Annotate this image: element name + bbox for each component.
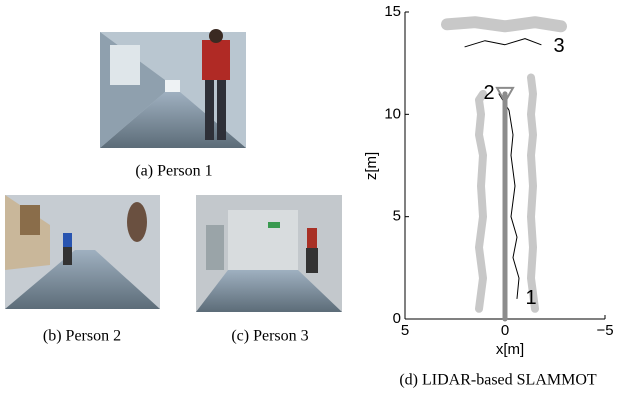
x-axis-label: x[m] — [496, 341, 524, 358]
y-tick-label: 15 — [384, 3, 401, 20]
y-tick-label: 0 — [393, 310, 401, 327]
trajectory — [499, 94, 519, 299]
trajectory — [447, 22, 561, 26]
track-label: 1 — [525, 287, 536, 309]
caption: (a) Person 1 — [135, 163, 212, 180]
y-tick-label: 5 — [393, 208, 401, 225]
track-label: 2 — [483, 82, 494, 104]
trajectory — [531, 78, 535, 309]
x-tick-label: 0 — [501, 322, 509, 339]
photo-person-1 — [100, 29, 246, 148]
figure: (a) Person 1 (b) Person 2 (c) Person 3 (… — [0, 0, 622, 401]
trajectory — [479, 94, 483, 309]
y-tick-label: 10 — [384, 105, 401, 122]
photo-person-2 — [5, 195, 160, 309]
photo-person-3 — [196, 195, 342, 312]
track-label: 3 — [553, 35, 564, 57]
x-tick-label: 5 — [401, 322, 409, 339]
caption: (d) LIDAR-based SLAMMOT — [399, 372, 597, 389]
x-tick-label: −5 — [596, 322, 613, 339]
y-axis-label: z[m] — [363, 152, 380, 180]
caption: (c) Person 3 — [231, 328, 308, 345]
caption: (b) Person 2 — [43, 328, 121, 345]
trajectory — [465, 39, 541, 47]
